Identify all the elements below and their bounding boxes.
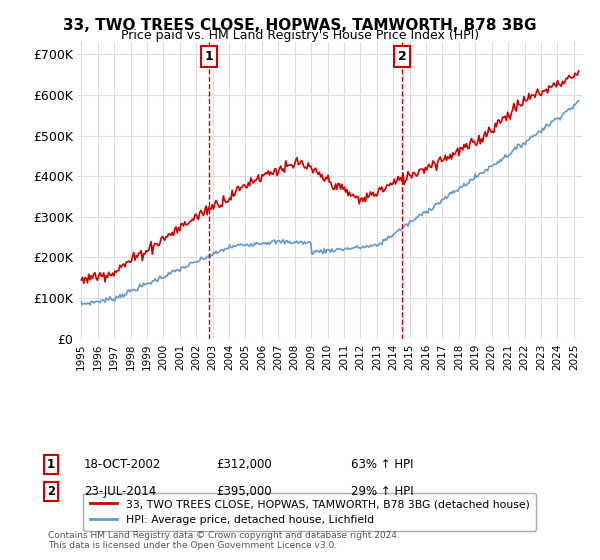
Text: 29% ↑ HPI: 29% ↑ HPI [351, 485, 413, 498]
Text: 18-OCT-2002: 18-OCT-2002 [84, 458, 161, 472]
Text: £312,000: £312,000 [216, 458, 272, 472]
Text: 1: 1 [47, 458, 55, 472]
Text: 23-JUL-2014: 23-JUL-2014 [84, 485, 156, 498]
Legend: 33, TWO TREES CLOSE, HOPWAS, TAMWORTH, B78 3BG (detached house), HPI: Average pr: 33, TWO TREES CLOSE, HOPWAS, TAMWORTH, B… [83, 493, 536, 531]
Text: 63% ↑ HPI: 63% ↑ HPI [351, 458, 413, 472]
Text: £395,000: £395,000 [216, 485, 272, 498]
Text: 1: 1 [205, 50, 214, 63]
Text: 2: 2 [47, 485, 55, 498]
Text: Contains HM Land Registry data © Crown copyright and database right 2024.
This d: Contains HM Land Registry data © Crown c… [48, 530, 400, 550]
Text: 2: 2 [398, 50, 407, 63]
Text: Price paid vs. HM Land Registry's House Price Index (HPI): Price paid vs. HM Land Registry's House … [121, 29, 479, 42]
Text: 33, TWO TREES CLOSE, HOPWAS, TAMWORTH, B78 3BG: 33, TWO TREES CLOSE, HOPWAS, TAMWORTH, B… [63, 18, 537, 33]
